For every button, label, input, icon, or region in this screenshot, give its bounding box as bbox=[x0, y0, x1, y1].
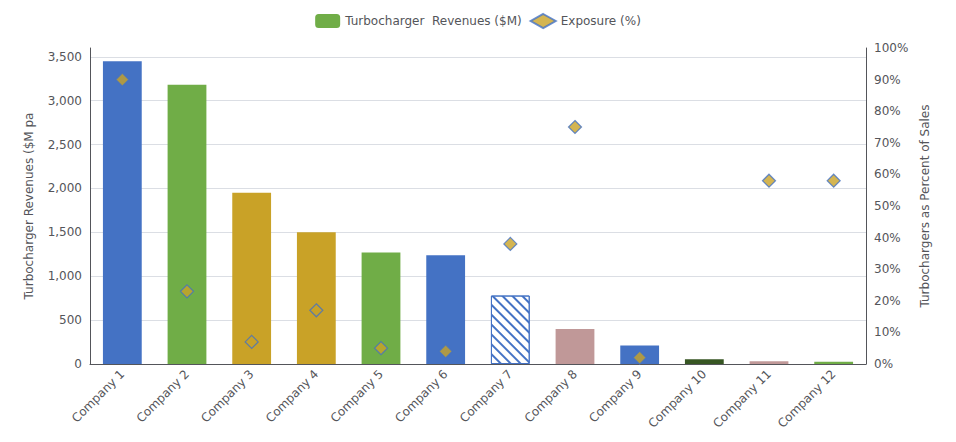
svg-text:Turbochargers as Percent of Sa: Turbochargers as Percent of Sales bbox=[918, 105, 932, 309]
svg-text:Company 4: Company 4 bbox=[263, 367, 321, 425]
svg-text:Company 6: Company 6 bbox=[392, 367, 450, 425]
svg-text:500: 500 bbox=[59, 313, 82, 327]
svg-text:0%: 0% bbox=[874, 357, 893, 371]
svg-text:20%: 20% bbox=[874, 294, 901, 308]
svg-text:3,000: 3,000 bbox=[48, 94, 82, 108]
svg-text:10%: 10% bbox=[874, 325, 901, 339]
svg-text:2,500: 2,500 bbox=[48, 138, 82, 152]
svg-text:30%: 30% bbox=[874, 262, 901, 276]
svg-text:Exposure (%): Exposure (%) bbox=[561, 14, 641, 28]
svg-text:Company 5: Company 5 bbox=[328, 367, 386, 425]
svg-text:80%: 80% bbox=[874, 104, 901, 118]
svg-text:Company 2: Company 2 bbox=[134, 367, 192, 425]
svg-text:50%: 50% bbox=[874, 199, 901, 213]
svg-text:Turbocharger Revenues ($M pa: Turbocharger Revenues ($M pa bbox=[22, 113, 36, 301]
svg-text:Company 1: Company 1 bbox=[69, 367, 127, 425]
svg-text:Company 3: Company 3 bbox=[198, 367, 256, 425]
svg-text:3,500: 3,500 bbox=[48, 50, 82, 64]
svg-text:70%: 70% bbox=[874, 136, 901, 150]
svg-text:Company 12: Company 12 bbox=[775, 367, 839, 431]
svg-text:Company 9: Company 9 bbox=[586, 367, 644, 425]
svg-text:2,000: 2,000 bbox=[48, 181, 82, 195]
svg-text:0: 0 bbox=[74, 357, 82, 371]
svg-text:Company 10: Company 10 bbox=[646, 367, 710, 431]
svg-text:40%: 40% bbox=[874, 231, 901, 245]
svg-text:Company 8: Company 8 bbox=[522, 367, 580, 425]
svg-text:60%: 60% bbox=[874, 167, 901, 181]
svg-text:1,000: 1,000 bbox=[48, 269, 82, 283]
svg-text:Turbocharger Revenues ($M): Turbocharger Revenues ($M) bbox=[344, 14, 522, 28]
svg-text:Company 11: Company 11 bbox=[710, 367, 774, 431]
svg-text:1,500: 1,500 bbox=[48, 225, 82, 239]
svg-text:90%: 90% bbox=[874, 73, 901, 87]
svg-text:Company 7: Company 7 bbox=[457, 367, 515, 425]
svg-text:100%: 100% bbox=[874, 41, 908, 55]
